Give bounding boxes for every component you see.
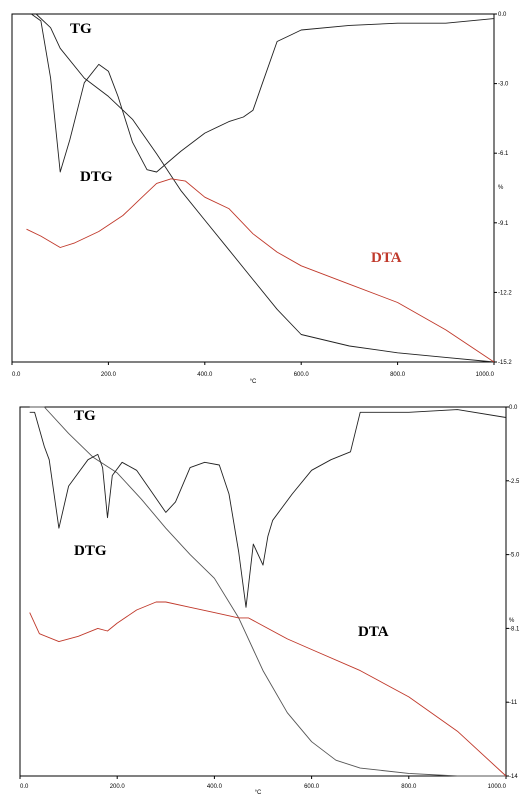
tga-chart-bottom: 0.0 200.0 400.0 600.0 800.0 1000.0 0.0 -2.5 -5.0…	[19, 405, 520, 795]
plot-frame	[11, 13, 495, 363]
series-label-dta: DTA	[371, 250, 402, 266]
y-tick-label: -6.1	[498, 151, 509, 157]
series-label-dtg: DTG	[80, 169, 113, 185]
y-tick-label: -8.1	[509, 626, 520, 632]
y-tick-label: -14	[509, 774, 518, 780]
series-line-tg	[35, 13, 495, 363]
x-tick-label: 400.0	[207, 784, 223, 790]
series-line-tg	[29, 406, 506, 777]
x-tick-label: 0.0	[20, 784, 29, 790]
x-axis-label: °C	[255, 790, 262, 795]
x-tick-label: 600.0	[294, 372, 310, 378]
y-tick-label: -5.0	[509, 553, 520, 559]
y-tick-label: -12.2	[498, 290, 512, 296]
x-tick-label: 600.0	[304, 784, 320, 790]
y-tick-label: 0.0	[509, 405, 518, 411]
y-axis-label: %	[498, 185, 504, 191]
y-axis-label: %	[509, 618, 515, 624]
x-tick-label: 0.0	[12, 372, 21, 378]
series-line-dta	[26, 178, 495, 363]
y-tick-label: -15.2	[498, 360, 512, 366]
series-line-dta	[29, 601, 507, 777]
tga-chart-top: 0.0 200.0 400.0 600.0 800.0 1000.0 0.0 -3.0 -6.1…	[11, 12, 512, 385]
series-line-dtg	[29, 409, 507, 608]
x-tick-label: 800.0	[390, 372, 406, 378]
x-tick-label: 400.0	[197, 372, 213, 378]
y-tick-label: -9.1	[498, 221, 509, 227]
x-axis-label: °C	[250, 379, 257, 385]
series-line-dtg	[31, 13, 495, 173]
series-label-dta: DTA	[358, 624, 389, 640]
chart-panel-bottom: 0.0 200.0 400.0 600.0 800.0 1000.0 0.0 -2.5 -5.0…	[0, 388, 520, 795]
y-tick-label: -2.5	[509, 479, 520, 485]
y-tick-label: -11	[509, 700, 518, 706]
x-tick-label: 1000.0	[488, 784, 507, 790]
series-label-tg: TG	[74, 408, 96, 424]
y-tick-label: -3.0	[498, 82, 509, 88]
chart-panel-top: 0.0 200.0 400.0 600.0 800.0 1000.0 0.0 -3.0 -6.1…	[0, 0, 520, 386]
x-tick-label: 200.0	[101, 372, 117, 378]
plot-frame	[19, 406, 507, 777]
x-tick-label: 1000.0	[476, 372, 495, 378]
series-label-tg: TG	[70, 21, 92, 37]
x-tick-label: 200.0	[110, 784, 126, 790]
series-label-dtg: DTG	[74, 543, 107, 559]
x-tick-label: 800.0	[401, 784, 417, 790]
y-tick-label: 0.0	[498, 12, 507, 18]
